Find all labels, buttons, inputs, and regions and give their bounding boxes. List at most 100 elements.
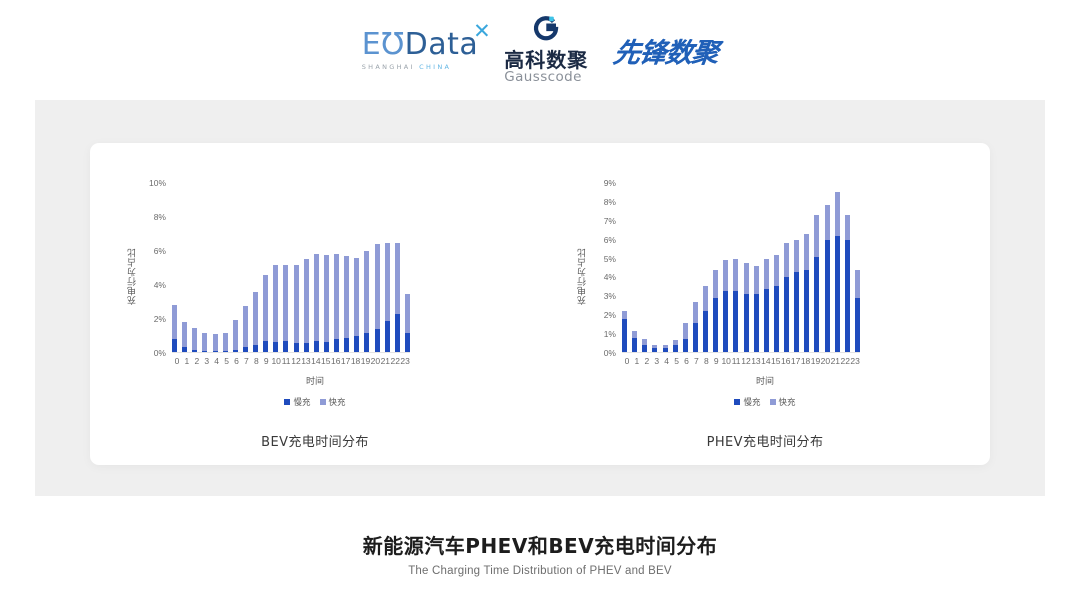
bar-segment-fast-charge[interactable] <box>253 291 258 345</box>
bar-column[interactable] <box>632 183 638 353</box>
bar-segment-slow-charge[interactable] <box>733 290 739 353</box>
bar-segment-fast-charge[interactable] <box>773 254 779 286</box>
bar-segment-fast-charge[interactable] <box>784 242 789 278</box>
bar-column[interactable] <box>202 183 208 353</box>
bar-segment-slow-charge[interactable] <box>773 285 779 353</box>
bar-segment-slow-charge[interactable] <box>242 347 248 353</box>
bar-segment-fast-charge[interactable] <box>814 215 820 257</box>
bar-column[interactable] <box>273 183 279 353</box>
bar-segment-fast-charge[interactable] <box>743 263 749 294</box>
bar-segment-fast-charge[interactable] <box>232 319 238 351</box>
bar-segment-slow-charge[interactable] <box>364 332 370 353</box>
bar-segment-slow-charge[interactable] <box>283 341 289 353</box>
bar-segment-slow-charge[interactable] <box>703 311 708 353</box>
bar-segment-slow-charge[interactable] <box>404 332 410 353</box>
bar-segment-fast-charge[interactable] <box>713 269 719 299</box>
bar-column[interactable] <box>824 183 830 353</box>
bar-segment-slow-charge[interactable] <box>172 339 177 353</box>
bar-segment-slow-charge[interactable] <box>344 337 350 353</box>
bar-column[interactable] <box>834 183 840 353</box>
bar-segment-fast-charge[interactable] <box>622 311 627 319</box>
bar-segment-slow-charge[interactable] <box>303 342 309 353</box>
bar-segment-slow-charge[interactable] <box>253 344 258 353</box>
bar-column[interactable] <box>334 183 339 353</box>
bar-segment-fast-charge[interactable] <box>263 274 269 342</box>
bar-segment-slow-charge[interactable] <box>232 350 238 353</box>
bar-column[interactable] <box>642 183 648 353</box>
bar-segment-slow-charge[interactable] <box>763 288 769 353</box>
bar-segment-fast-charge[interactable] <box>733 258 739 291</box>
bar-column[interactable] <box>283 183 289 353</box>
bar-segment-fast-charge[interactable] <box>854 269 860 299</box>
bar-segment-slow-charge[interactable] <box>293 342 299 353</box>
bar-segment-slow-charge[interactable] <box>652 348 658 353</box>
bar-segment-fast-charge[interactable] <box>172 304 177 340</box>
bar-segment-slow-charge[interactable] <box>394 313 400 353</box>
bar-column[interactable] <box>652 183 658 353</box>
bar-segment-fast-charge[interactable] <box>212 334 218 352</box>
bar-segment-slow-charge[interactable] <box>263 341 269 353</box>
bar-segment-slow-charge[interactable] <box>374 329 380 353</box>
bar-segment-fast-charge[interactable] <box>354 257 360 336</box>
bar-segment-slow-charge[interactable] <box>682 338 688 353</box>
bar-column[interactable] <box>232 183 238 353</box>
bar-segment-slow-charge[interactable] <box>622 319 627 353</box>
bar-column[interactable] <box>374 183 380 353</box>
bar-segment-fast-charge[interactable] <box>723 259 729 291</box>
bar-segment-fast-charge[interactable] <box>794 239 800 272</box>
bar-segment-fast-charge[interactable] <box>682 322 688 339</box>
bar-segment-fast-charge[interactable] <box>192 327 198 351</box>
bar-segment-fast-charge[interactable] <box>844 215 850 240</box>
bar-segment-fast-charge[interactable] <box>182 321 188 348</box>
bar-segment-slow-charge[interactable] <box>784 277 789 353</box>
bar-segment-fast-charge[interactable] <box>293 264 299 343</box>
bar-column[interactable] <box>192 183 198 353</box>
bar-column[interactable] <box>293 183 299 353</box>
bar-column[interactable] <box>804 183 810 353</box>
bar-segment-slow-charge[interactable] <box>273 341 279 353</box>
bar-segment-slow-charge[interactable] <box>323 341 329 353</box>
bar-column[interactable] <box>384 183 390 353</box>
bar-column[interactable] <box>743 183 749 353</box>
bar-column[interactable] <box>404 183 410 353</box>
legend-item[interactable]: 慢充 <box>734 396 761 408</box>
bar-segment-slow-charge[interactable] <box>834 235 840 353</box>
bar-column[interactable] <box>773 183 779 353</box>
bar-segment-slow-charge[interactable] <box>313 341 319 353</box>
legend-item[interactable]: 快充 <box>319 396 346 408</box>
bar-segment-slow-charge[interactable] <box>182 347 188 353</box>
bar-segment-fast-charge[interactable] <box>202 332 208 352</box>
bar-column[interactable] <box>253 183 258 353</box>
bar-column[interactable] <box>364 183 370 353</box>
bar-column[interactable] <box>763 183 769 353</box>
bar-segment-slow-charge[interactable] <box>334 339 339 353</box>
bar-segment-fast-charge[interactable] <box>662 344 668 349</box>
bar-column[interactable] <box>753 183 759 353</box>
bar-column[interactable] <box>733 183 739 353</box>
legend-item[interactable]: 快充 <box>769 396 796 408</box>
bar-column[interactable] <box>703 183 708 353</box>
bar-column[interactable] <box>682 183 688 353</box>
bar-segment-slow-charge[interactable] <box>723 290 729 353</box>
bar-segment-slow-charge[interactable] <box>804 269 810 353</box>
bar-segment-slow-charge[interactable] <box>824 239 830 353</box>
bar-segment-fast-charge[interactable] <box>242 306 248 348</box>
bar-segment-slow-charge[interactable] <box>642 344 648 353</box>
bar-segment-fast-charge[interactable] <box>394 242 400 314</box>
bar-column[interactable] <box>692 183 698 353</box>
bar-column[interactable] <box>622 183 627 353</box>
bar-column[interactable] <box>323 183 329 353</box>
bar-column[interactable] <box>814 183 820 353</box>
bar-segment-slow-charge[interactable] <box>662 348 668 353</box>
bar-segment-fast-charge[interactable] <box>652 344 658 349</box>
bar-segment-fast-charge[interactable] <box>323 255 329 342</box>
bar-column[interactable] <box>844 183 850 353</box>
bar-segment-fast-charge[interactable] <box>824 204 830 240</box>
bar-segment-fast-charge[interactable] <box>834 192 840 236</box>
bar-segment-fast-charge[interactable] <box>313 254 319 342</box>
bar-column[interactable] <box>182 183 188 353</box>
bar-segment-fast-charge[interactable] <box>222 332 228 352</box>
bar-segment-slow-charge[interactable] <box>814 256 820 353</box>
bar-segment-slow-charge[interactable] <box>632 337 638 353</box>
bar-column[interactable] <box>394 183 400 353</box>
